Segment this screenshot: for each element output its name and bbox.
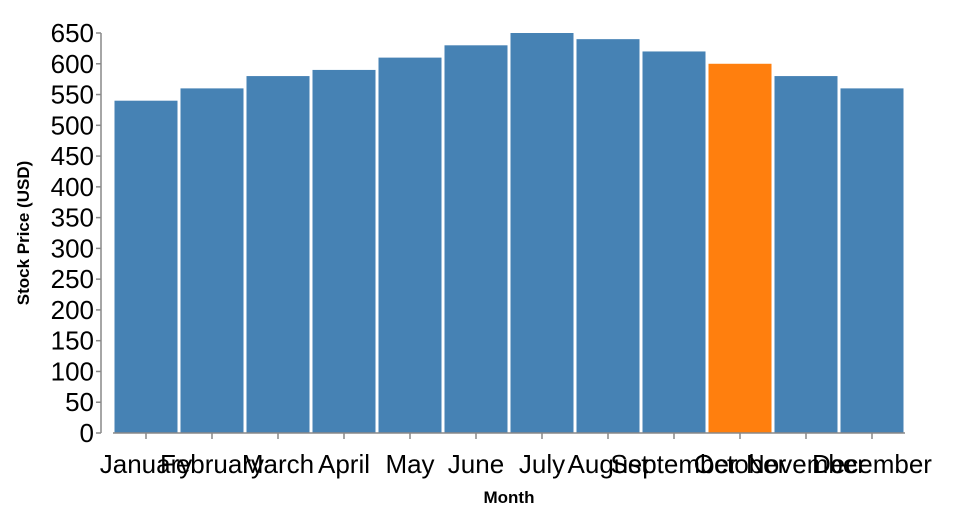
x-tick-label-july: July [519,449,565,479]
x-tick-label-october: October [694,449,787,479]
x-tick-label-august: August [568,449,650,479]
y-tick-label: 500 [51,110,94,140]
y-tick-label: 0 [80,418,94,448]
x-tick-label-september: September [610,449,738,479]
x-tick-label-march: March [242,449,314,479]
bar-january [114,100,178,433]
y-axis-title: Stock Price (USD) [14,161,33,306]
x-tick-label-january: January [100,449,193,479]
bar-june [444,45,508,434]
bar-july [510,33,574,433]
bars-group [114,33,904,434]
bar-december [840,88,904,433]
y-tick-label: 50 [65,387,94,417]
x-tick-label-november: November [746,449,866,479]
bar-march [246,76,310,434]
y-tick-label: 600 [51,49,94,79]
bar-september [642,51,706,433]
x-axis-title: Month [484,488,535,507]
x-tick-label-december: December [812,449,932,479]
y-tick-label: 200 [51,295,94,325]
bar-october [708,63,772,434]
y-tick-label: 350 [51,203,94,233]
bar-april [312,69,376,433]
x-tick-label-june: June [448,449,504,479]
y-tick-label: 650 [51,18,94,48]
y-tick-label: 400 [51,172,94,202]
x-tick-label-may: May [385,449,434,479]
x-tick-label-april: April [318,449,370,479]
y-tick-label: 150 [51,326,94,356]
bar-february [180,88,244,433]
y-tick-label: 450 [51,141,94,171]
y-tick-label: 250 [51,264,94,294]
y-tick-label: 100 [51,356,94,386]
bar-august [576,39,640,434]
bar-may [378,57,442,433]
y-tick-label: 550 [51,80,94,110]
y-tick-label: 300 [51,233,94,263]
bar-november [774,76,838,434]
x-tick-label-february: February [160,449,264,479]
